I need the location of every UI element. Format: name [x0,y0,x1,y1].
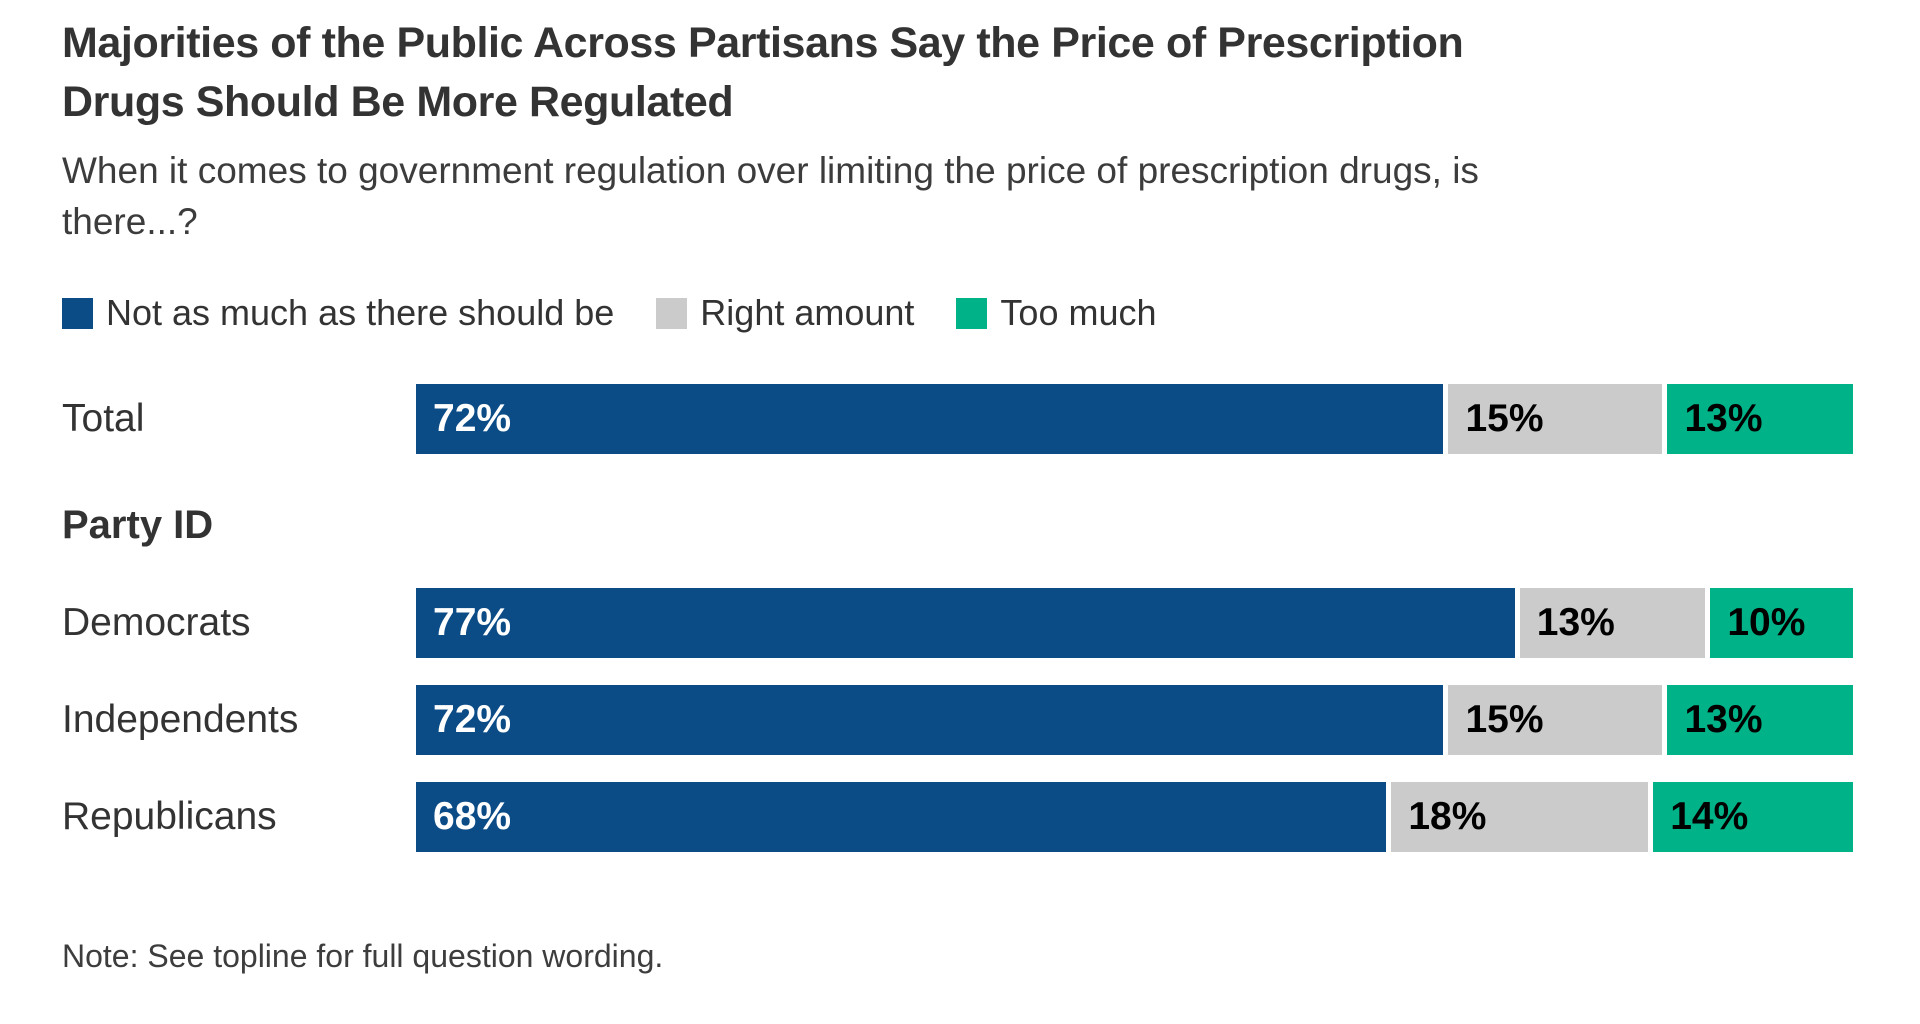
chart-note: Note: See topline for full question word… [62,938,664,975]
legend-swatch-right_amount [656,297,688,329]
bar-value-label: 77% [433,601,512,645]
stacked-bar: 72% 15% 13% [416,384,1853,455]
legend-item-right_amount: Right amount [656,292,914,334]
bar-rows-party: Democrats 77% 13% 10% Independents 72% 15% 13% R… [62,588,1854,853]
category-label: Republicans [62,795,277,839]
legend-item-not_as_much: Not as much as there should be [62,292,614,334]
bar-value-label: 15% [1465,397,1544,441]
bar-segment-not_as_much: 68% [416,782,1387,853]
legend: Not as much as there should be Right amou… [62,292,1853,334]
bar-value-label: 14% [1670,795,1749,839]
category-label: Democrats [62,601,251,645]
category-label: Independents [62,698,299,742]
bar-segment-not_as_much: 72% [416,384,1444,455]
bar-segment-right_amount: 15% [1448,685,1663,756]
bar-value-label: 18% [1408,795,1487,839]
bar-row-democrats: Democrats 77% 13% 10% [62,588,1854,659]
bar-value-label: 68% [433,795,512,839]
bar-segment-right_amount: 13% [1519,588,1706,659]
bar-row-total: Total 72% 15% 13% [62,384,1853,455]
bar-value-label: 13% [1684,698,1763,742]
section-header: Party ID [62,503,214,548]
bar-segment-not_as_much: 72% [416,685,1444,756]
bar-segment-too_much: 13% [1667,685,1853,756]
legend-label-too_much: Too much [1000,292,1157,334]
bar-row-republicans: Republicans 68% 18% 14% [62,782,1853,853]
bar-rows-total: Total 72% 15% 13% [62,384,1853,455]
chart-title: Majorities of the Public Across Partisan… [62,19,1464,127]
stacked-bar: 72% 15% 13% [416,685,1853,756]
bar-value-label: 72% [433,698,512,742]
bar-segment-too_much: 10% [1710,588,1854,659]
stacked-bar: 77% 13% 10% [416,588,1854,659]
legend-label-not_as_much: Not as much as there should be [106,292,615,334]
legend-item-too_much: Too much [956,292,1157,334]
bar-value-label: 15% [1465,698,1544,742]
bar-row-independents: Independents 72% 15% 13% [62,685,1853,756]
bar-value-label: 10% [1727,601,1806,645]
bar-segment-right_amount: 15% [1448,384,1663,455]
chart-subtitle: When it comes to government regulation o… [62,149,1479,243]
category-label: Total [62,397,145,441]
bar-value-label: 13% [1684,397,1763,441]
bar-segment-too_much: 13% [1667,384,1853,455]
stacked-bar: 68% 18% 14% [416,782,1853,853]
legend-swatch-not_as_much [62,297,93,329]
bar-segment-right_amount: 18% [1391,782,1649,853]
legend-swatch-too_much [956,297,988,329]
legend-label-right_amount: Right amount [700,292,915,334]
bar-segment-too_much: 14% [1653,782,1853,853]
bar-value-label: 13% [1536,601,1615,645]
bar-segment-not_as_much: 77% [416,588,1515,659]
bar-value-label: 72% [433,397,512,441]
